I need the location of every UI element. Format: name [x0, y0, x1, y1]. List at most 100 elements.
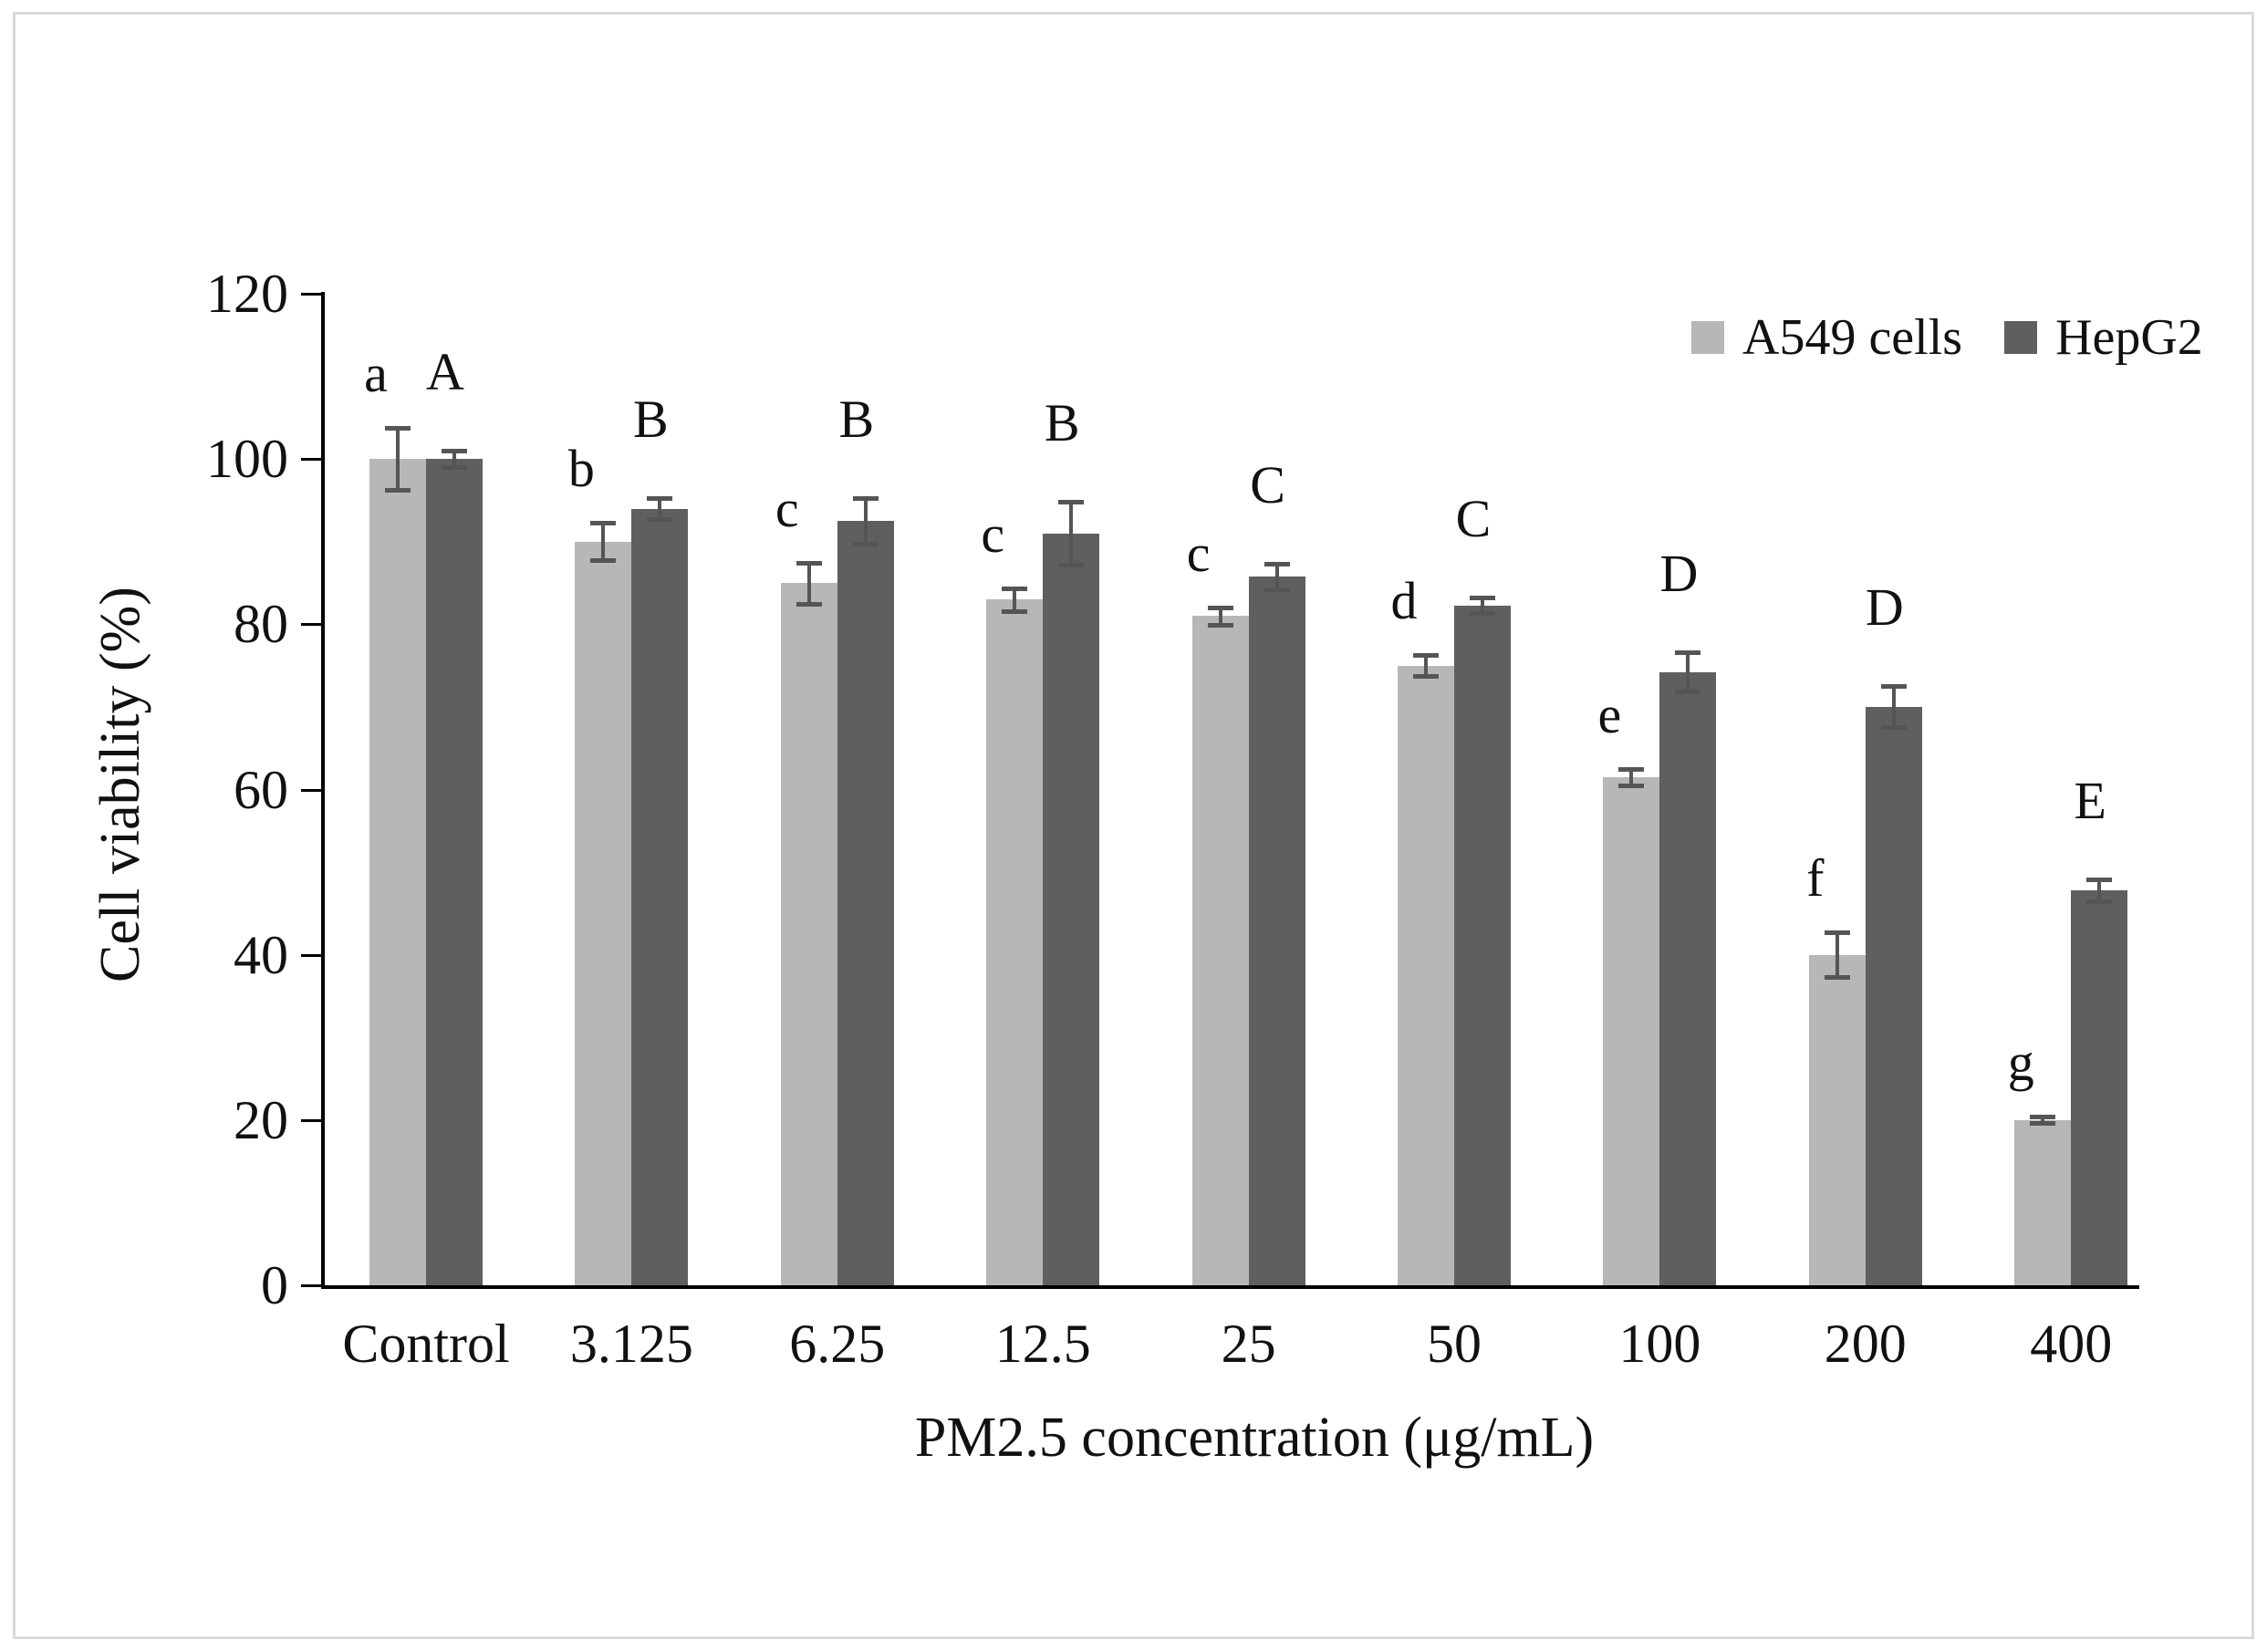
error-bar-line — [1274, 561, 1279, 592]
error-bar-cap-bottom — [1618, 783, 1645, 788]
error-bar-cap-top — [2086, 878, 2113, 883]
sig-letter-hepg2-25: C — [1250, 454, 1285, 514]
error-bar-cap-bottom — [1824, 974, 1850, 980]
legend-label-hepg2: HepG2 — [2055, 309, 2203, 366]
sig-letter-hepg2-100: D — [1659, 544, 1699, 604]
error-bar-cap-top — [1263, 561, 1290, 566]
error-bar-cap-bottom — [1263, 587, 1290, 593]
error-bar-line — [1424, 653, 1428, 679]
sig-letter-a549-6-25: c — [775, 478, 799, 538]
bar-a549-200 — [1808, 954, 1866, 1285]
error-bar-cap-bottom — [852, 542, 879, 547]
y-tick — [301, 1284, 321, 1287]
error-bar-line — [1835, 930, 1839, 979]
legend: A549 cells HepG2 — [1691, 310, 2203, 365]
error-bar-line — [2041, 1115, 2045, 1126]
y-tick — [301, 788, 321, 792]
sig-letter-a549-25: c — [1186, 523, 1211, 583]
error-bar-cap-bottom — [1002, 608, 1028, 614]
error-bar-cap-bottom — [442, 465, 467, 471]
error-bar-cap-top — [2030, 1115, 2056, 1120]
error-bar-cap-bottom — [2086, 899, 2113, 904]
error-bar-line — [2097, 878, 2102, 903]
error-bar-cap-top — [385, 425, 411, 431]
error-bar-line — [863, 495, 868, 546]
error-bar-line — [1629, 767, 1634, 787]
error-bar-cap-bottom — [647, 517, 673, 523]
error-bar-cap-top — [1470, 595, 1495, 600]
bar-a549-400 — [2014, 1119, 2072, 1285]
error-bar-cap-bottom — [590, 558, 617, 564]
bar-hepg2-control — [426, 459, 483, 1285]
error-bar-cap-top — [852, 495, 879, 501]
y-tick-label-0: 0 — [261, 1255, 288, 1315]
error-bar-cap-top — [1207, 605, 1233, 610]
error-bar-cap-top — [647, 495, 673, 501]
x-label-100: 100 — [1618, 1314, 1701, 1374]
error-bar-line — [1218, 605, 1222, 628]
error-bar-line — [601, 521, 606, 563]
error-bar-cap-bottom — [1207, 623, 1233, 629]
bar-a549-25 — [1191, 616, 1249, 1285]
error-bar-line — [806, 560, 811, 606]
x-label-25: 25 — [1221, 1314, 1276, 1374]
x-axis-line — [321, 1285, 2139, 1289]
sig-letter-hepg2-200: D — [1865, 577, 1904, 638]
bar-a549-100 — [1603, 776, 1660, 1285]
x-label-400: 400 — [2030, 1314, 2113, 1374]
bar-a549-12-5 — [986, 599, 1044, 1285]
sig-letter-a549-400: g — [2007, 1033, 2034, 1093]
error-bar-line — [1891, 684, 1896, 730]
error-bar-cap-top — [442, 449, 467, 454]
error-bar-cap-top — [1675, 650, 1701, 656]
y-tick — [301, 623, 321, 627]
error-bar-cap-top — [1824, 930, 1850, 936]
y-tick-label-20: 20 — [234, 1089, 288, 1150]
sig-letter-a549-200: f — [1806, 848, 1825, 909]
legend-swatch-hepg2 — [2004, 321, 2038, 354]
error-bar-cap-top — [1002, 586, 1028, 591]
sig-letter-a549-50: d — [1390, 571, 1418, 631]
y-tick — [301, 293, 321, 296]
y-axis-line — [321, 292, 325, 1289]
error-bar-cap-bottom — [796, 601, 822, 607]
sig-letter-a549-12-5: c — [981, 504, 1005, 564]
error-bar-line — [1481, 595, 1484, 616]
bar-hepg2-50 — [1454, 605, 1511, 1285]
x-label-control: Control — [342, 1314, 510, 1374]
sig-letter-a549-3-125: b — [567, 439, 595, 499]
sig-letter-hepg2-12-5: B — [1044, 393, 1080, 453]
error-bar-cap-bottom — [1470, 611, 1495, 617]
sig-letter-hepg2-3-125: B — [633, 389, 669, 449]
error-bar-line — [1686, 650, 1690, 694]
y-tick — [301, 1118, 321, 1122]
bar-hepg2-200 — [1865, 706, 1922, 1285]
error-bar-cap-top — [1880, 684, 1907, 690]
x-label-200: 200 — [1824, 1314, 1907, 1374]
error-bar-cap-top — [590, 521, 617, 526]
bar-hepg2-6-25 — [837, 521, 894, 1285]
error-bar-cap-top — [1058, 500, 1085, 505]
error-bar-cap-top — [796, 560, 822, 566]
sig-letter-hepg2-50: C — [1455, 488, 1492, 548]
y-tick-label-40: 40 — [234, 924, 288, 985]
y-tick — [301, 953, 321, 957]
sig-letter-a549-100: e — [1597, 685, 1622, 745]
bar-a549-6-25 — [780, 583, 837, 1285]
error-bar-cap-bottom — [1675, 690, 1701, 695]
bar-hepg2-25 — [1248, 576, 1305, 1285]
legend-label-a549: A549 cells — [1742, 309, 1963, 366]
x-label-50: 50 — [1427, 1314, 1482, 1374]
figure-border — [13, 12, 2254, 1639]
y-tick-label-120: 120 — [206, 264, 288, 325]
y-tick-label-60: 60 — [234, 759, 288, 820]
error-bar-line — [1069, 500, 1074, 566]
x-label-6-25: 6.25 — [789, 1314, 886, 1374]
error-bar-cap-top — [1618, 767, 1645, 773]
sig-letter-a549-control: a — [364, 343, 388, 403]
bar-hepg2-100 — [1659, 671, 1717, 1285]
error-bar-line — [658, 495, 662, 522]
sig-letter-hepg2-6-25: B — [838, 389, 875, 449]
bar-hepg2-400 — [2071, 890, 2128, 1285]
